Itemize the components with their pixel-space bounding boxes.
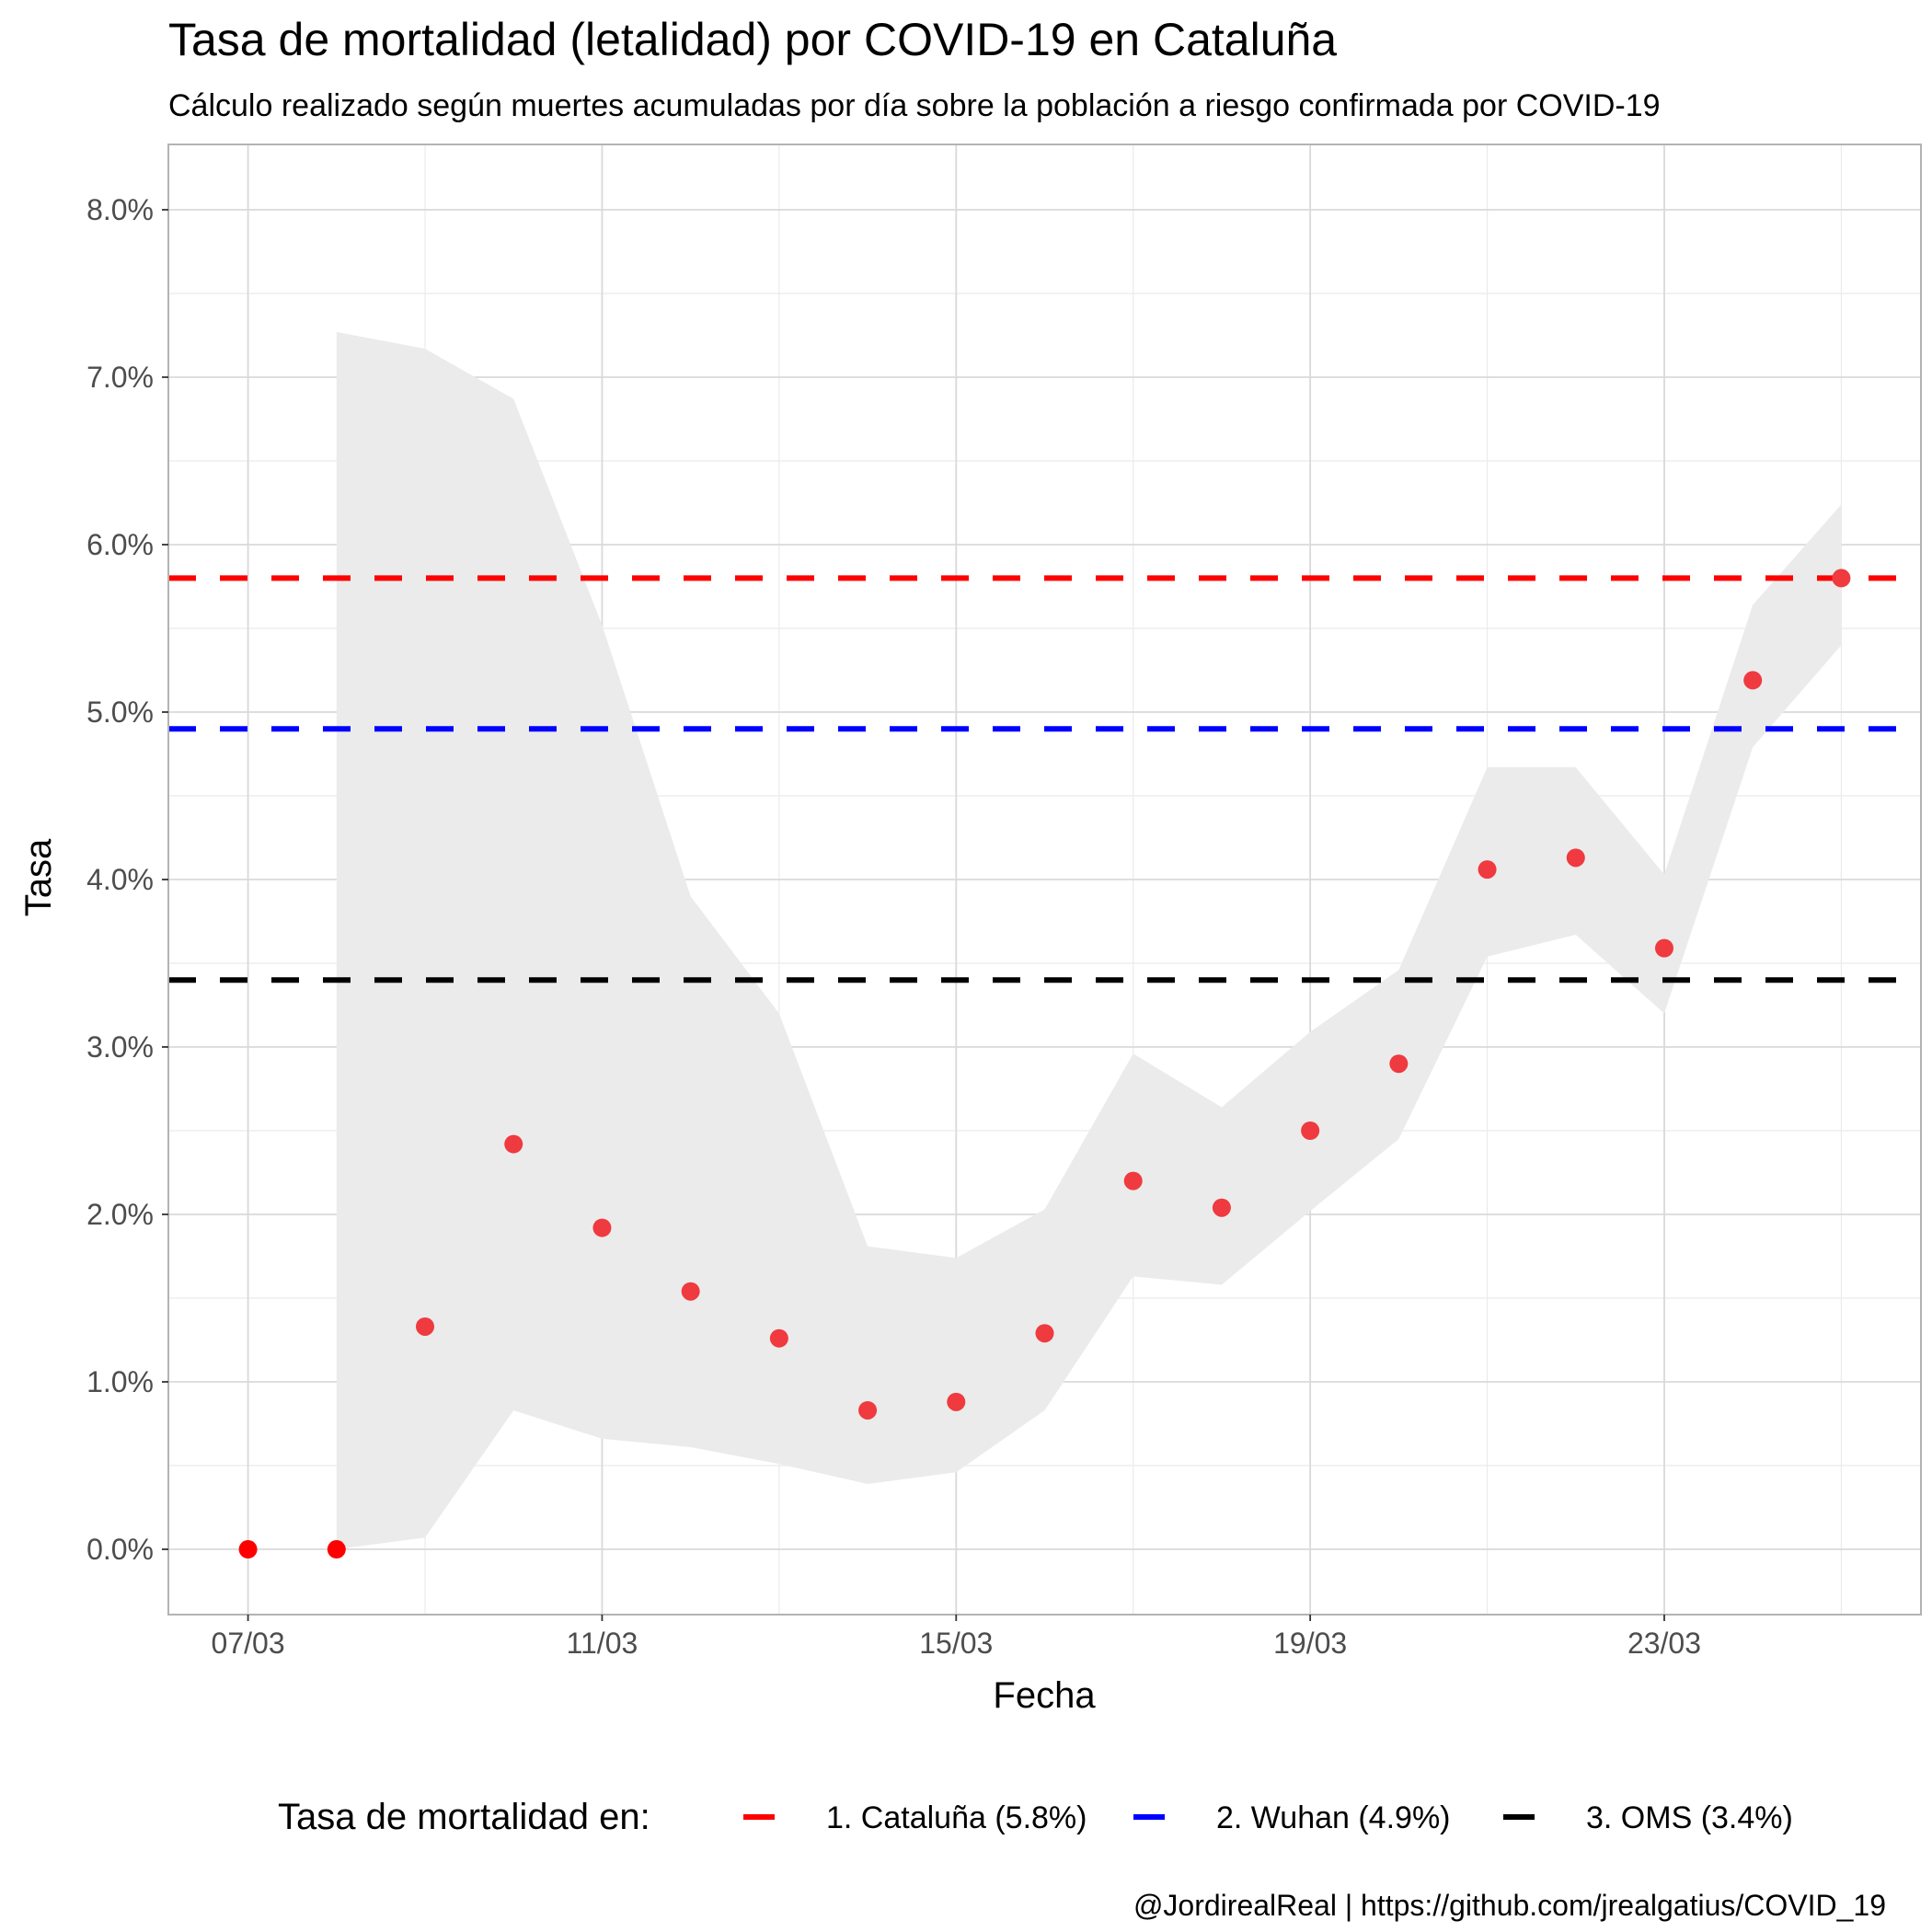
- data-point-11-03: [592, 1218, 612, 1237]
- y-tick-label: 7.0%: [86, 361, 154, 394]
- chart-caption: @JordirealReal | https://github.com/jrea…: [1133, 1889, 1886, 1922]
- y-tick-label: 3.0%: [86, 1030, 154, 1064]
- plot-panel: [167, 144, 1922, 1616]
- y-tick-label: 5.0%: [86, 696, 154, 729]
- x-tick-label: 11/03: [567, 1627, 638, 1660]
- y-tick-label: 6.0%: [86, 528, 154, 561]
- legend-label-3: 3. OMS (3.4%): [1586, 1800, 1793, 1835]
- chart-title: Tasa de mortalidad (letalidad) por COVID…: [168, 14, 1337, 65]
- x-tick-label: 19/03: [1273, 1627, 1347, 1660]
- data-point-18-03: [1212, 1198, 1231, 1217]
- legend-label-2: 2. Wuhan (4.9%): [1216, 1800, 1451, 1835]
- y-tick-label: 8.0%: [86, 193, 154, 226]
- chart-subtitle: Cálculo realizado según muertes acumulad…: [168, 88, 1661, 123]
- y-tick-label: 2.0%: [86, 1198, 154, 1231]
- data-point-09-03: [416, 1317, 435, 1336]
- y-tick-label: 4.0%: [86, 863, 154, 896]
- y-axis-ticks: 0.0% 1.0% 2.0% 3.0% 4.0% 5.0% 6.0% 7.0% 8.0%: [86, 193, 168, 1566]
- data-point-24-03: [1743, 671, 1763, 690]
- legend-label-1: 1. Cataluña (5.8%): [826, 1800, 1087, 1835]
- confidence-ribbon: [336, 331, 1842, 1550]
- x-tick-label: 07/03: [212, 1627, 285, 1660]
- data-point-19-03: [1301, 1121, 1320, 1141]
- data-point-08-03: [327, 1540, 346, 1559]
- x-tick-label: 15/03: [919, 1627, 993, 1660]
- data-point-20-03: [1389, 1054, 1409, 1074]
- x-tick-label: 23/03: [1627, 1627, 1701, 1660]
- data-point-21-03: [1478, 860, 1497, 880]
- y-axis-title: Tasa: [18, 838, 59, 916]
- y-tick-label: 1.0%: [86, 1365, 154, 1398]
- data-point-14-03: [858, 1400, 878, 1420]
- data-point-22-03: [1566, 848, 1585, 868]
- data-point-23-03: [1654, 938, 1673, 958]
- legend-title: Tasa de mortalidad en:: [278, 1797, 650, 1837]
- x-axis-title: Fecha: [993, 1675, 1096, 1716]
- x-axis-ticks: 07/03 11/03 15/03 19/03 23/03: [212, 1615, 1701, 1660]
- data-point-13-03: [769, 1328, 788, 1348]
- data-point-17-03: [1123, 1171, 1143, 1190]
- data-point-15-03: [947, 1392, 966, 1411]
- data-point-16-03: [1035, 1324, 1054, 1343]
- data-point-10-03: [504, 1134, 523, 1154]
- legend: Tasa de mortalidad en: 1. Cataluña (5.8%…: [278, 1797, 1793, 1837]
- data-point-12-03: [681, 1282, 700, 1301]
- data-point-25-03: [1832, 569, 1851, 588]
- data-point-07-03: [238, 1540, 258, 1559]
- y-tick-label: 0.0%: [86, 1533, 154, 1566]
